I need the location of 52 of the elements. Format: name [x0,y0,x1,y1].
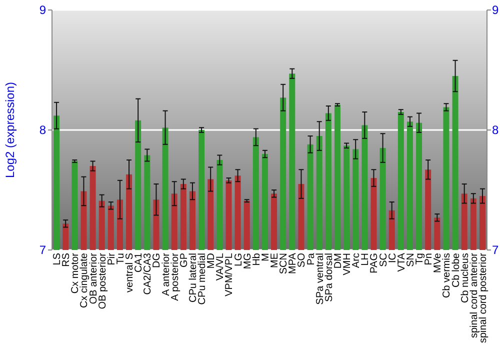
x-tick-label: Tg [414,253,426,265]
x-tick-label: Cx cingulate [79,252,90,308]
x-tick-label: CPu medial [197,253,208,305]
x-tick-label: MG [242,252,254,270]
x-tick-label: VMH [342,253,354,276]
x-tick-label: CA2/CA3 [142,252,154,295]
y2-tick-label: 8 [492,123,499,138]
y-tick-label: 7 [39,243,46,258]
x-tick-label: SPa dorsal [324,253,335,302]
x-tick-label: Pa [306,252,317,266]
x-tick-label: OB anterior [88,252,100,304]
x-tick-label: DG [152,252,163,268]
x-tick-label: Cb lobe [450,252,462,288]
x-tick-label: GP [178,252,190,268]
y-tick-label: 8 [39,123,46,138]
x-tick-label: SPa ventral [314,253,326,305]
x-tick-label: Tu [115,253,126,264]
y-tick-label: 9 [39,3,46,18]
y-axis-title: Log2 (expression) [3,82,17,178]
x-tick-label: MVe [432,252,444,274]
x-tick-label: SC [378,253,390,267]
x-tick-label: RS [61,252,72,267]
x-tick-label: IC [387,253,398,263]
x-tick-label: SO [296,252,308,268]
x-tick-label: PAG [369,252,380,274]
x-tick-label: A anterior [160,252,172,296]
x-tick-label: spinal cord posterior [478,252,489,344]
x-tick-label: MPA [288,252,299,274]
x-tick-label: SN [405,253,416,267]
x-tick-label: LH [360,253,372,266]
x-tick-label: VTA [396,252,408,272]
x-tick-label: DM [332,253,344,269]
x-tick-label: OB posterior [97,252,108,310]
x-tick-label: ME [270,252,281,268]
x-tick-label: CA1 [134,252,145,272]
x-tick-label: spinal cord anterior [468,252,480,338]
x-tick-label: Hb [251,252,262,266]
y2-tick-label: 7 [492,243,499,258]
x-tick-label: LS [52,252,64,266]
x-tick-label: Cb nucleus [460,253,471,304]
x-tick-label: A posterior [170,252,181,301]
x-tick-label: Pir [106,252,118,266]
x-tick-label: Arc [351,253,362,268]
x-tick-label: Pn [424,253,435,266]
x-tick-label: Cb vermis [442,253,453,298]
x-tick-label: CPu lateral [188,253,199,302]
x-tick-label: VPM/VPL [224,252,236,296]
x-tick-label: ventral S [124,252,136,292]
x-tick-label: SCN [278,253,290,274]
x-tick-label: LG [233,252,244,266]
x-tick-label: M [260,253,272,262]
y2-tick-label: 9 [492,3,499,18]
